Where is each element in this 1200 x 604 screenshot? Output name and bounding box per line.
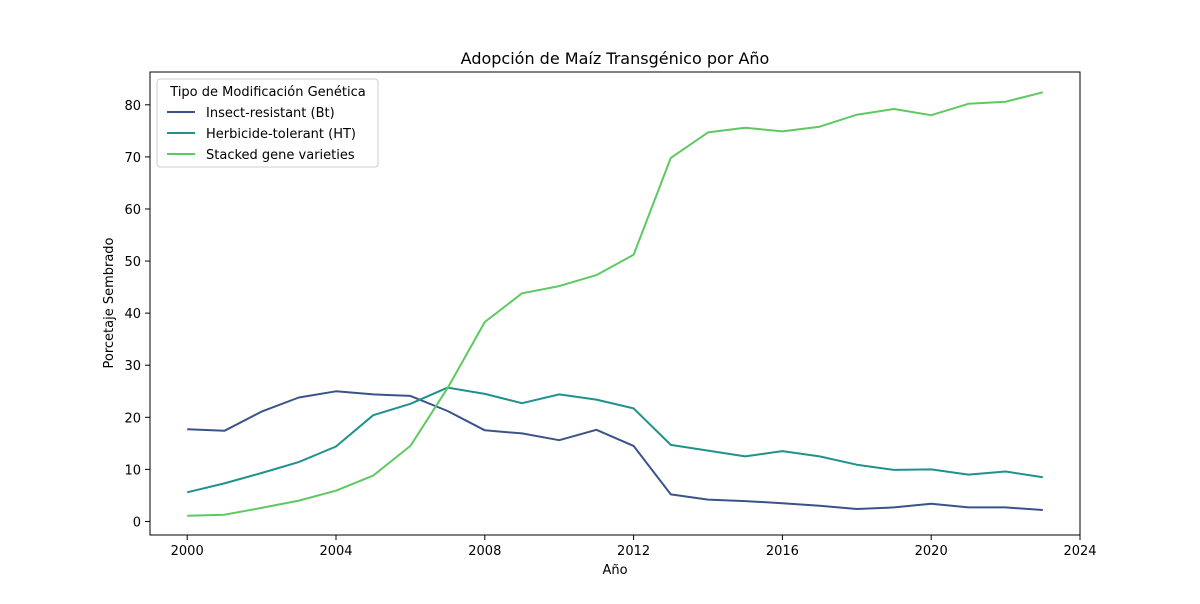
x-axis-label: Año	[602, 563, 627, 578]
x-tick-label: 2004	[319, 544, 352, 559]
legend: Tipo de Modificación Genética Insect-res…	[156, 78, 379, 168]
legend-label: Insect-resistant (Bt)	[206, 106, 335, 121]
legend-box	[156, 78, 379, 168]
x-tick-label: 2016	[766, 544, 799, 559]
series-line-stacked-gene-varieties	[187, 91, 1044, 517]
series-line-herbicide-tolerant-ht	[186, 386, 1043, 494]
x-tick-label: 2024	[1063, 544, 1096, 559]
chart-title: Adopción de Maíz Transgénico por Año	[461, 49, 770, 68]
plot-area-frame	[149, 71, 1081, 536]
x-tick-label: 2012	[617, 544, 650, 559]
y-tick-label: 10	[124, 463, 141, 478]
y-axis: 0 10 20 30 40 50 60 70 80	[124, 99, 150, 530]
y-tick-label: 70	[124, 151, 141, 166]
y-tick-label: 50	[124, 255, 141, 270]
y-axis-label: Porcetaje Sembrado	[102, 237, 117, 368]
legend-title: Tipo de Modificación Genética	[169, 85, 365, 100]
x-tick-label: 2020	[915, 544, 948, 559]
y-tick-label: 60	[124, 203, 141, 218]
legend-items: Insect-resistant (Bt) Herbicide-tolerant …	[167, 106, 356, 163]
y-tick-label: 30	[124, 359, 141, 374]
y-tick-label: 40	[124, 307, 141, 322]
y-tick-label: 80	[124, 99, 141, 114]
series-line-insect-resistant-bt	[187, 390, 1043, 511]
x-tick-label: 2000	[171, 544, 204, 559]
x-axis: 2000 2004 2008 2012 2016 2020 2024	[171, 535, 1097, 559]
x-tick-label: 2008	[468, 544, 501, 559]
series-lines	[186, 91, 1044, 517]
legend-label: Stacked gene varieties	[206, 148, 355, 163]
y-tick-label: 20	[124, 411, 141, 426]
y-tick-label: 0	[133, 515, 141, 530]
legend-label: Herbicide-tolerant (HT)	[206, 127, 356, 142]
